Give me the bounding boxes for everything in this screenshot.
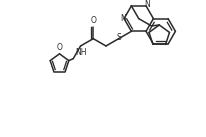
Text: N: N (143, 0, 149, 9)
Text: N: N (120, 14, 125, 23)
Text: NH: NH (74, 48, 86, 57)
Text: O: O (90, 16, 96, 25)
Text: O: O (56, 43, 62, 52)
Text: S: S (116, 33, 121, 42)
